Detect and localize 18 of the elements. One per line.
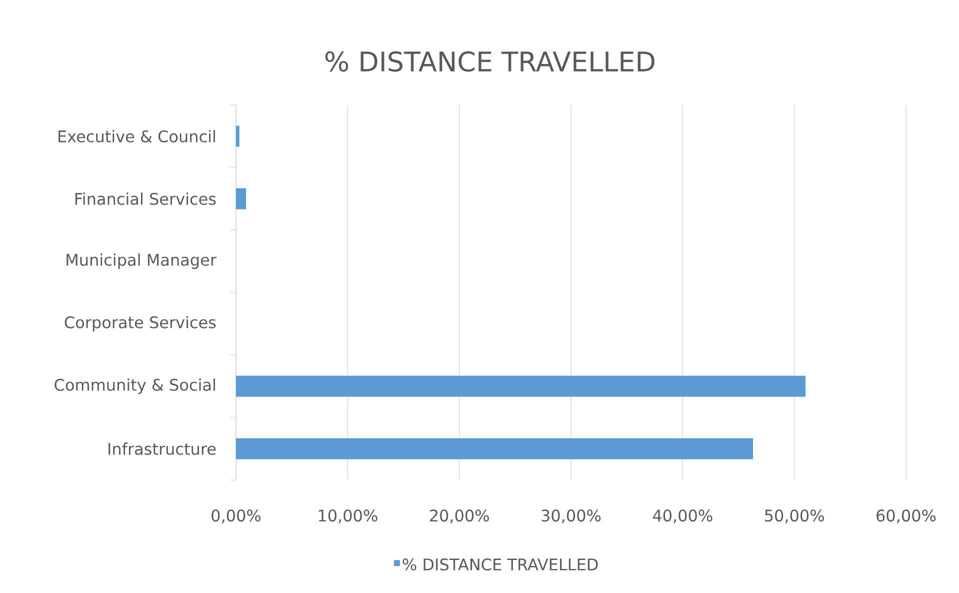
x-tick-label: 20,00% (430, 510, 489, 524)
x-tick-label: 60,00% (876, 510, 936, 524)
x-tick-label: 0,00% (212, 510, 261, 524)
y-tick-label: Infrastructure (108, 442, 216, 455)
y-tick-label: Financial Services (75, 192, 216, 205)
y-tick-label: Municipal Manager (66, 254, 216, 269)
y-tick-label: Community & Social (54, 378, 215, 394)
chart-title: % DISTANCE TRAVELLED (325, 51, 654, 72)
x-tick-label: 50,00% (765, 510, 824, 524)
legend-label: % DISTANCE TRAVELLED (402, 558, 598, 571)
bar (236, 438, 754, 460)
x-tick-label: 40,00% (652, 510, 712, 524)
x-tick-label: 30,00% (542, 510, 601, 524)
bar (236, 376, 806, 397)
bar (236, 188, 246, 210)
y-tick-label: Executive & Council (58, 130, 215, 142)
y-tick-label: Corporate Services (64, 316, 216, 332)
x-tick-label: 10,00% (318, 510, 378, 524)
